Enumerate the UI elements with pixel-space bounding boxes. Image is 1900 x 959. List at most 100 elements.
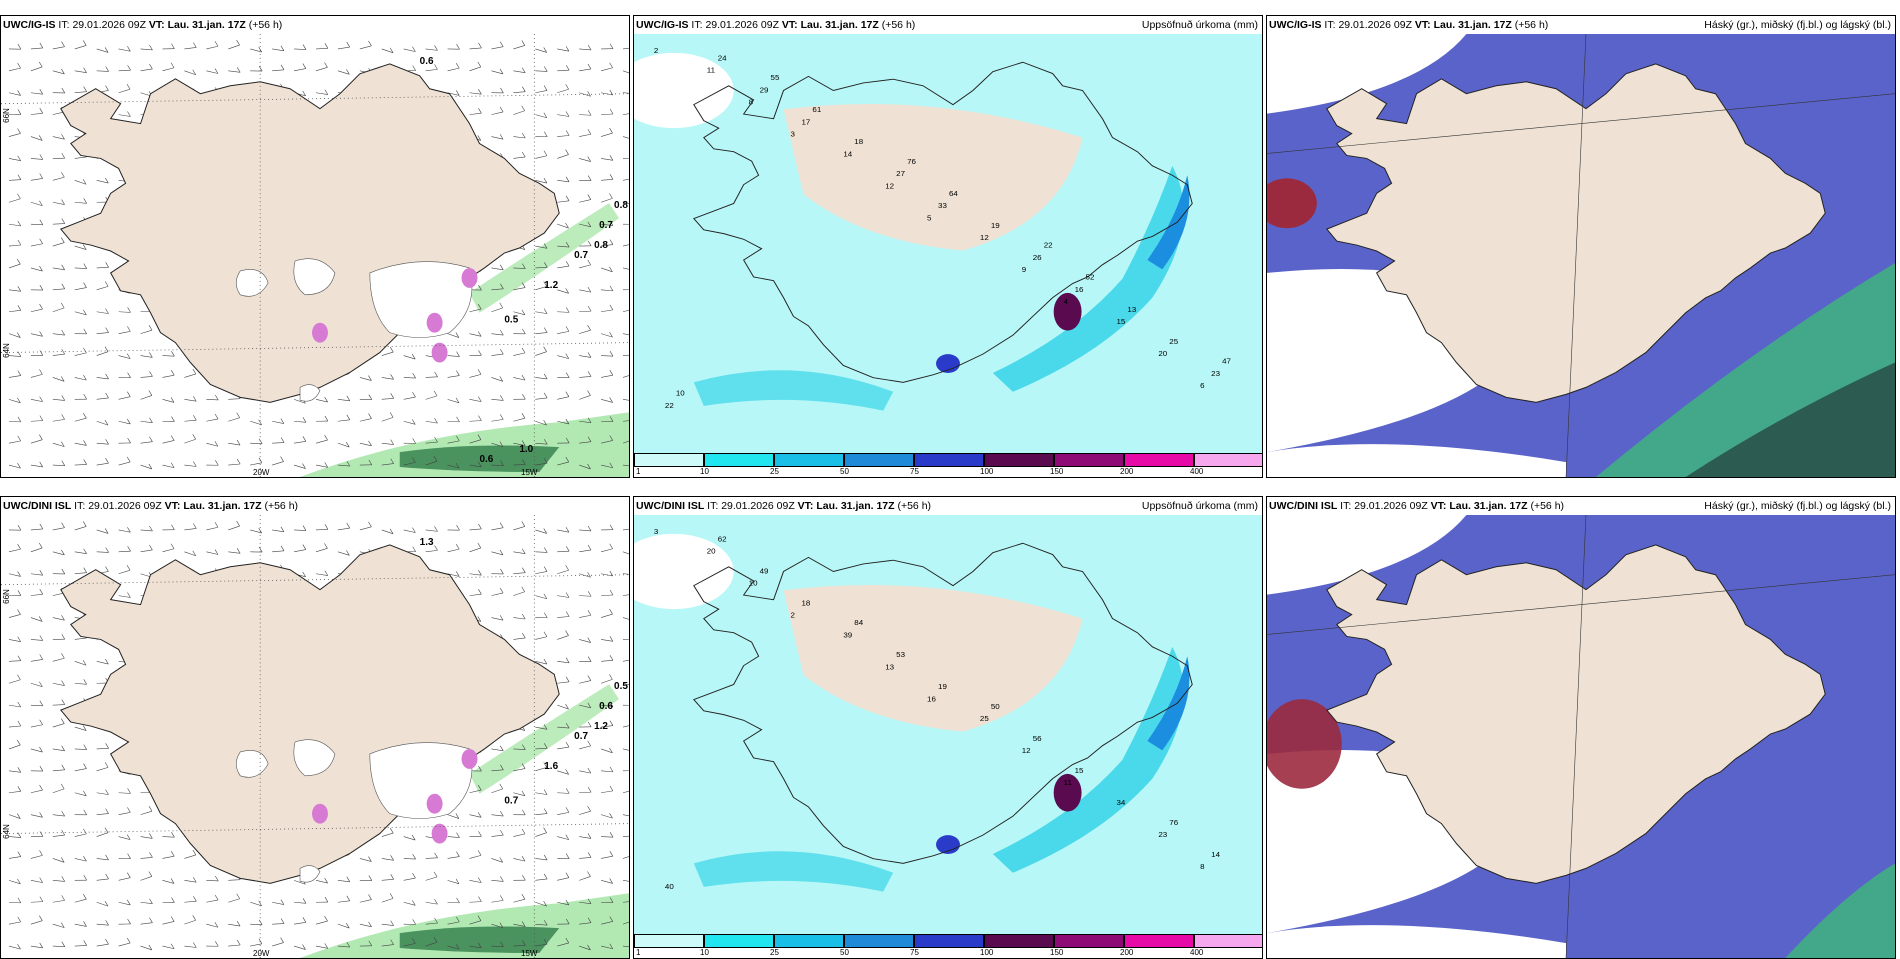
panel-field-title: Háský (gr.), miðský (fj.bl.) og lágský (… <box>1704 16 1891 34</box>
colorbar-label: 75 <box>910 467 919 476</box>
colorbar-label: 75 <box>910 948 919 957</box>
colorbar-swatch <box>1194 934 1263 948</box>
colorbar-swatch <box>984 453 1054 467</box>
lead-time: (+56 h) <box>264 500 298 512</box>
precip-value-label: 10 <box>676 389 685 398</box>
wind-value-label: 0.6 <box>599 701 613 712</box>
colorbar-swatch <box>1124 453 1194 467</box>
precip-value-label: 24 <box>718 54 728 63</box>
precip-value-label: 2 <box>654 46 658 55</box>
pink-patch-2 <box>462 749 478 769</box>
it-value: 29.01.2026 09Z <box>721 500 795 512</box>
pink-patch-3 <box>427 794 443 814</box>
precip-value-label: 9 <box>1022 265 1026 274</box>
map-area[interactable] <box>1267 515 1895 958</box>
colorbar-swatch <box>984 934 1054 948</box>
panel-header: UWC/DINI ISL IT: 29.01.2026 09Z VT: Lau.… <box>634 497 1262 515</box>
wind-value-label: 0.6 <box>420 56 434 67</box>
glacier-0 <box>370 262 472 338</box>
precip-value-label: 61 <box>812 105 821 114</box>
precip-value-label: 8 <box>1200 862 1204 871</box>
precip-value-label: 4 <box>1064 297 1069 306</box>
colorbar-swatch <box>774 934 844 948</box>
pink-patch-0 <box>312 323 328 343</box>
precip-value-label: 23 <box>1211 369 1220 378</box>
lead-time: (+56 h) <box>1530 500 1564 512</box>
vt-label: VT: <box>149 19 165 31</box>
precip-value-label: 3 <box>791 130 795 139</box>
wind-value-label: 0.6 <box>479 454 493 465</box>
wind-value-label: 0.7 <box>574 731 588 742</box>
vt-value: Lau. 31.jan. 17Z <box>801 19 879 31</box>
colorbar-swatch <box>634 934 704 948</box>
precip-value-label: 18 <box>801 599 810 608</box>
panel-header: UWC/DINI ISL IT: 29.01.2026 09Z VT: Lau.… <box>1267 497 1895 515</box>
colorbar-swatch <box>634 453 704 467</box>
panel-field-title: Háský (gr.), miðský (fj.bl.) og lágský (… <box>1704 497 1891 515</box>
colorbar-label: 25 <box>770 948 779 957</box>
lead-time: (+56 h) <box>882 19 916 31</box>
wind-value-label: 0.8 <box>594 240 608 251</box>
precip-value-label: 40 <box>665 882 674 891</box>
it-label: IT: <box>1324 19 1335 31</box>
it-label: IT: <box>74 500 85 512</box>
wind-value-label: 1.2 <box>594 721 608 732</box>
panel-field-title: Uppsöfnuð úrkoma (mm) <box>1142 16 1258 34</box>
lead-time: (+56 h) <box>1515 19 1549 31</box>
precip-value-label: 39 <box>843 631 852 640</box>
precip-value-label: 56 <box>1033 734 1042 743</box>
precip-value-label: 3 <box>654 527 658 536</box>
precip-value-label: 34 <box>1116 798 1126 807</box>
it-value: 29.01.2026 09Z <box>1338 19 1412 31</box>
lead-time: (+56 h) <box>249 19 283 31</box>
colorbar-swatch <box>704 934 774 948</box>
wind-value-label: 1.0 <box>519 444 533 455</box>
precip-value-label: 8 <box>749 98 753 107</box>
precip-value-label: 10 <box>749 579 758 588</box>
colorbar-label: 1 <box>636 948 640 957</box>
precip-value-label: 55 <box>771 73 780 82</box>
axis-label: 64N <box>2 343 11 358</box>
colorbar-swatch <box>1194 453 1263 467</box>
vt-value: Lau. 31.jan. 17Z <box>183 500 261 512</box>
precip-value-label: 16 <box>1075 285 1084 294</box>
precip-value-label: 26 <box>1033 253 1042 262</box>
colorbar-swatch <box>774 453 844 467</box>
precip-value-label: 5 <box>927 214 931 223</box>
colorbar-swatch <box>704 453 774 467</box>
precip-value-label: 49 <box>760 567 769 576</box>
colorbar-swatch <box>914 934 984 948</box>
glacier-0 <box>370 743 472 819</box>
precip-map-panel: UWC/DINI ISL IT: 29.01.2026 09Z VT: Lau.… <box>633 496 1263 959</box>
precip-value-label: 20 <box>707 547 716 556</box>
precip-value-label: 20 <box>1158 349 1167 358</box>
map-area[interactable] <box>1267 34 1895 477</box>
panel-header: UWC/IG-IS IT: 29.01.2026 09Z VT: Lau. 31… <box>1 16 629 34</box>
precip-value-label: 16 <box>927 695 936 704</box>
wind-value-label: 1.2 <box>544 280 558 291</box>
precip-value-label: 12 <box>980 233 989 242</box>
precip-value-label: 62 <box>718 535 727 544</box>
wind-value-label: 0.7 <box>599 220 613 231</box>
colorbar-label: 50 <box>840 948 849 957</box>
wind-value-label: 0.8 <box>614 200 628 211</box>
axis-label: 20W <box>253 468 269 477</box>
it-label: IT: <box>58 19 69 31</box>
wind-map-panel: UWC/IG-IS IT: 29.01.2026 09Z VT: Lau. 31… <box>0 15 630 478</box>
colorbar-label: 200 <box>1120 948 1133 957</box>
colorbar-label: 400 <box>1190 467 1203 476</box>
colorbar-label: 25 <box>770 467 779 476</box>
colorbar-label: 100 <box>980 948 993 957</box>
axis-label: 20W <box>253 949 269 958</box>
colorbar-swatch <box>844 934 914 948</box>
it-label: IT: <box>691 19 702 31</box>
colorbar-label: 150 <box>1050 467 1063 476</box>
precip-value-label: 25 <box>980 714 989 723</box>
vt-label: VT: <box>1415 19 1431 31</box>
